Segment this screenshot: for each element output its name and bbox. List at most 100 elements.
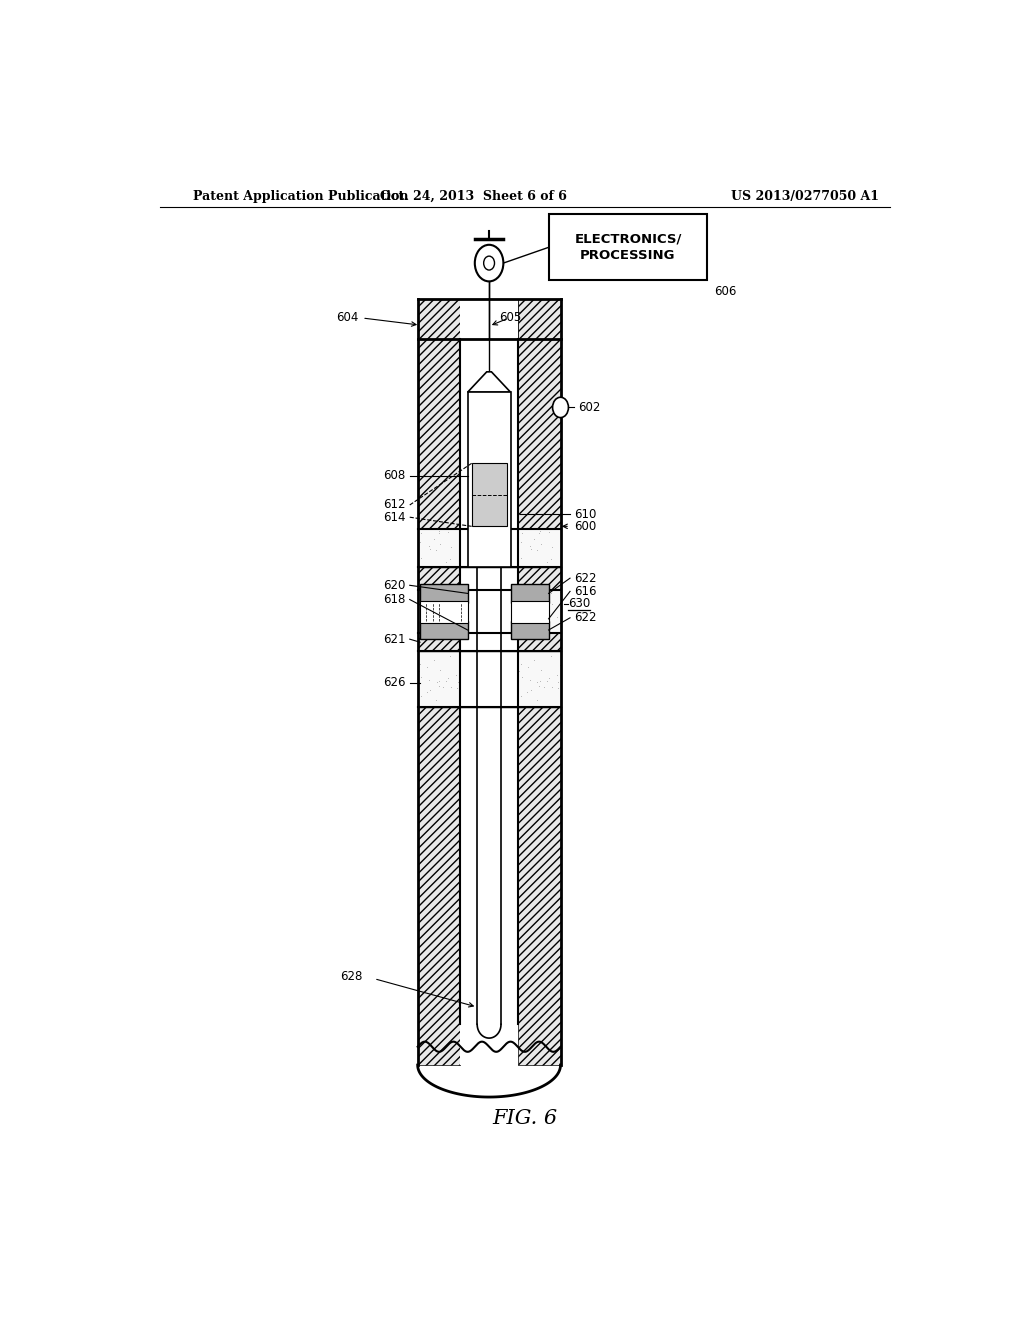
Point: [447, 607, 464, 628]
Text: 622: 622: [574, 611, 597, 624]
Point: [526, 602, 543, 623]
Point: [536, 676, 552, 697]
Point: [549, 665, 565, 686]
Point: [428, 622, 444, 643]
Bar: [460, 651, 518, 708]
Bar: [418, 298, 460, 339]
Point: [528, 689, 545, 710]
Point: [413, 523, 429, 544]
Bar: [418, 708, 460, 1065]
Point: [430, 523, 446, 544]
Bar: [460, 590, 518, 634]
Point: [422, 539, 438, 560]
Bar: [518, 339, 560, 529]
Point: [421, 536, 437, 557]
Text: 600: 600: [574, 520, 596, 533]
Point: [521, 616, 538, 638]
Bar: [460, 634, 518, 651]
Point: [526, 528, 543, 549]
Point: [522, 602, 539, 623]
Point: [513, 548, 529, 569]
Text: 602: 602: [578, 401, 600, 414]
Text: 630: 630: [568, 597, 591, 610]
Bar: [511, 620, 549, 639]
Bar: [518, 590, 560, 634]
Point: [428, 672, 444, 693]
Text: 621: 621: [383, 632, 406, 645]
Bar: [420, 585, 468, 602]
Point: [544, 537, 560, 558]
Polygon shape: [468, 372, 511, 392]
Point: [541, 668, 557, 689]
Point: [419, 681, 435, 702]
Point: [419, 656, 435, 677]
Point: [528, 540, 545, 561]
Bar: [518, 529, 560, 568]
Point: [430, 676, 446, 697]
Point: [551, 655, 567, 676]
Point: [526, 649, 543, 671]
Point: [519, 602, 536, 623]
Point: [442, 548, 459, 569]
Point: [435, 676, 452, 697]
Bar: [460, 298, 518, 339]
Point: [413, 548, 429, 569]
Point: [426, 528, 442, 549]
Bar: [518, 708, 560, 1065]
Bar: [511, 601, 549, 623]
Text: 628: 628: [340, 970, 362, 983]
Point: [430, 671, 446, 692]
Text: ELECTRONICS/
PROCESSING: ELECTRONICS/ PROCESSING: [574, 232, 682, 261]
Point: [438, 590, 455, 611]
Point: [428, 540, 444, 561]
Point: [447, 665, 464, 686]
Point: [413, 653, 429, 675]
Bar: [511, 585, 549, 602]
Bar: [418, 529, 460, 568]
Point: [531, 676, 548, 697]
Bar: [418, 339, 460, 529]
Text: 612: 612: [383, 499, 406, 511]
Point: [442, 582, 459, 603]
Point: [440, 521, 457, 543]
Circle shape: [475, 244, 504, 281]
Point: [451, 655, 467, 676]
Point: [450, 671, 466, 692]
Bar: [468, 392, 511, 568]
Point: [451, 582, 467, 603]
Bar: [418, 568, 460, 590]
Point: [413, 667, 429, 688]
Point: [544, 676, 560, 697]
Point: [432, 533, 449, 554]
Point: [443, 594, 460, 615]
Text: 614: 614: [383, 511, 406, 524]
Point: [421, 669, 437, 690]
Point: [426, 649, 442, 671]
Point: [550, 677, 566, 698]
Point: [513, 667, 529, 688]
Text: 604: 604: [336, 312, 358, 325]
Bar: [518, 298, 560, 339]
Point: [531, 601, 548, 622]
Point: [449, 677, 465, 698]
Circle shape: [553, 397, 568, 417]
Text: 618: 618: [383, 593, 406, 606]
Point: [531, 671, 548, 692]
Point: [430, 520, 446, 541]
Point: [438, 671, 455, 692]
Point: [513, 583, 529, 605]
Point: [413, 603, 429, 624]
Text: 610: 610: [574, 508, 596, 520]
Bar: [420, 601, 468, 623]
Point: [522, 680, 539, 701]
Point: [520, 656, 537, 677]
Point: [422, 680, 438, 701]
Point: [521, 669, 538, 690]
Point: [413, 685, 429, 706]
Point: [551, 582, 567, 603]
Bar: [418, 634, 460, 651]
Point: [529, 672, 546, 693]
Point: [430, 599, 446, 620]
Text: 626: 626: [383, 676, 406, 689]
Point: [443, 676, 460, 697]
